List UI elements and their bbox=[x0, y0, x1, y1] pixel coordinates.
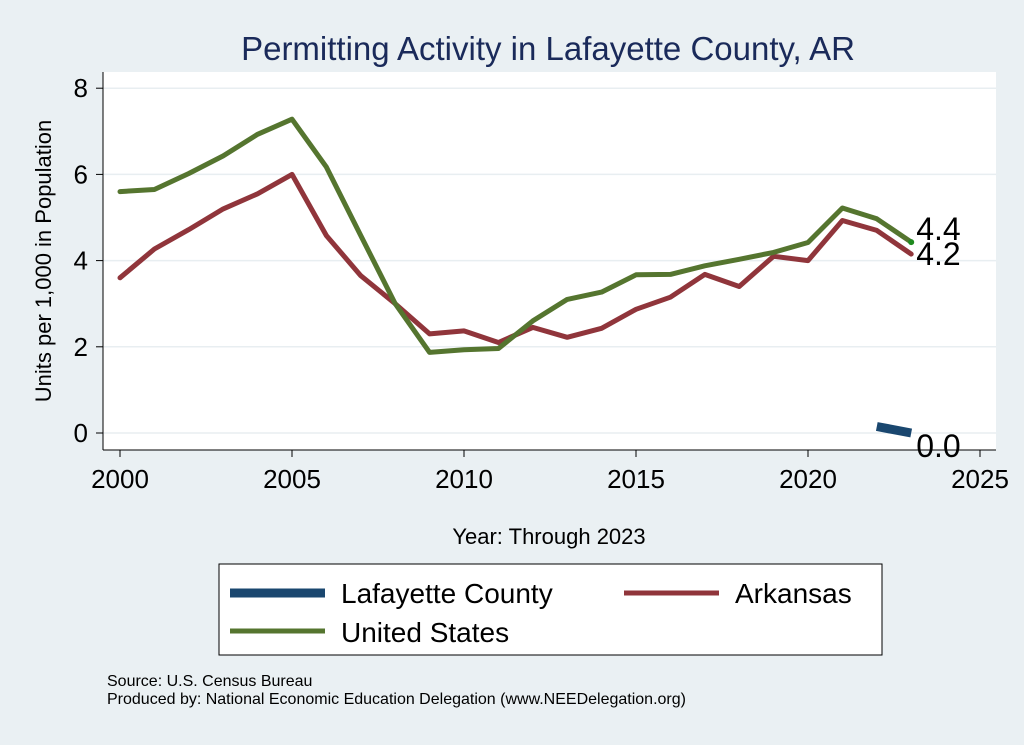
x-tick-label: 2025 bbox=[951, 464, 1009, 494]
y-tick-label: 0 bbox=[74, 418, 88, 448]
produced-by-text: Produced by: National Economic Education… bbox=[107, 691, 686, 708]
x-tick-labels: 2000 2005 2010 2015 2020 2025 bbox=[91, 464, 1009, 494]
series-line-lafayette bbox=[875, 422, 913, 438]
series-lines bbox=[117, 116, 915, 438]
y-tick-label: 4 bbox=[74, 246, 88, 276]
legend-label-arkansas: Arkansas bbox=[735, 578, 852, 609]
source-notes: Source: U.S. Census Bureau Produced by: … bbox=[107, 673, 686, 709]
legend-item-lafayette: Lafayette County bbox=[230, 578, 553, 609]
x-tick-label: 2015 bbox=[607, 464, 665, 494]
x-axis-title: Year: Through 2023 bbox=[452, 524, 645, 549]
x-tick-label: 2005 bbox=[263, 464, 321, 494]
y-tick-label: 8 bbox=[74, 73, 88, 103]
x-tick-label: 2020 bbox=[779, 464, 837, 494]
legend-box bbox=[218, 563, 883, 656]
end-label-lafayette: 0.0 bbox=[916, 428, 960, 464]
legend-label-lafayette: Lafayette County bbox=[341, 578, 553, 609]
y-tick-label: 2 bbox=[74, 332, 88, 362]
end-label-arkansas: 4.2 bbox=[916, 236, 960, 272]
legend: Lafayette County Arkansas United States bbox=[218, 563, 883, 656]
legend-item-arkansas: Arkansas bbox=[624, 578, 852, 609]
end-labels: 4.24.4 0.0 bbox=[916, 211, 960, 464]
source-text: Source: U.S. Census Bureau bbox=[107, 673, 313, 690]
chart-title: Permitting Activity in Lafayette County,… bbox=[241, 30, 855, 67]
gridlines bbox=[103, 87, 996, 434]
axes bbox=[96, 72, 996, 457]
series-line-united-states bbox=[117, 116, 914, 355]
y-tick-label: 6 bbox=[74, 159, 88, 189]
end-label-united-states: 4.4 bbox=[916, 211, 960, 247]
y-axis-title: Units per 1,000 in Population bbox=[31, 120, 56, 403]
legend-item-united-states: United States bbox=[230, 617, 509, 648]
legend-label-united-states: United States bbox=[341, 617, 509, 648]
x-tick-label: 2000 bbox=[91, 464, 149, 494]
x-tick-label: 2010 bbox=[435, 464, 493, 494]
y-tick-labels: 0 2 4 6 8 bbox=[74, 73, 88, 448]
end-marker-united-states bbox=[908, 239, 915, 246]
